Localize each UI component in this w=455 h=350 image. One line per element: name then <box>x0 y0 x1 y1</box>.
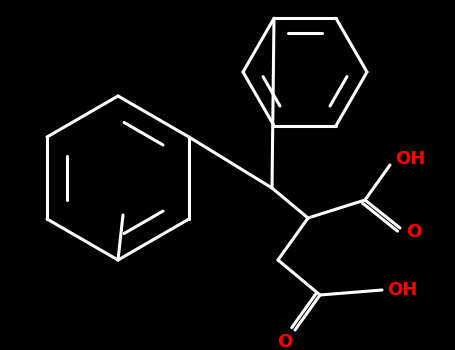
Text: O: O <box>278 333 293 350</box>
Text: OH: OH <box>387 281 417 299</box>
Text: O: O <box>406 223 422 241</box>
Text: OH: OH <box>395 150 425 168</box>
